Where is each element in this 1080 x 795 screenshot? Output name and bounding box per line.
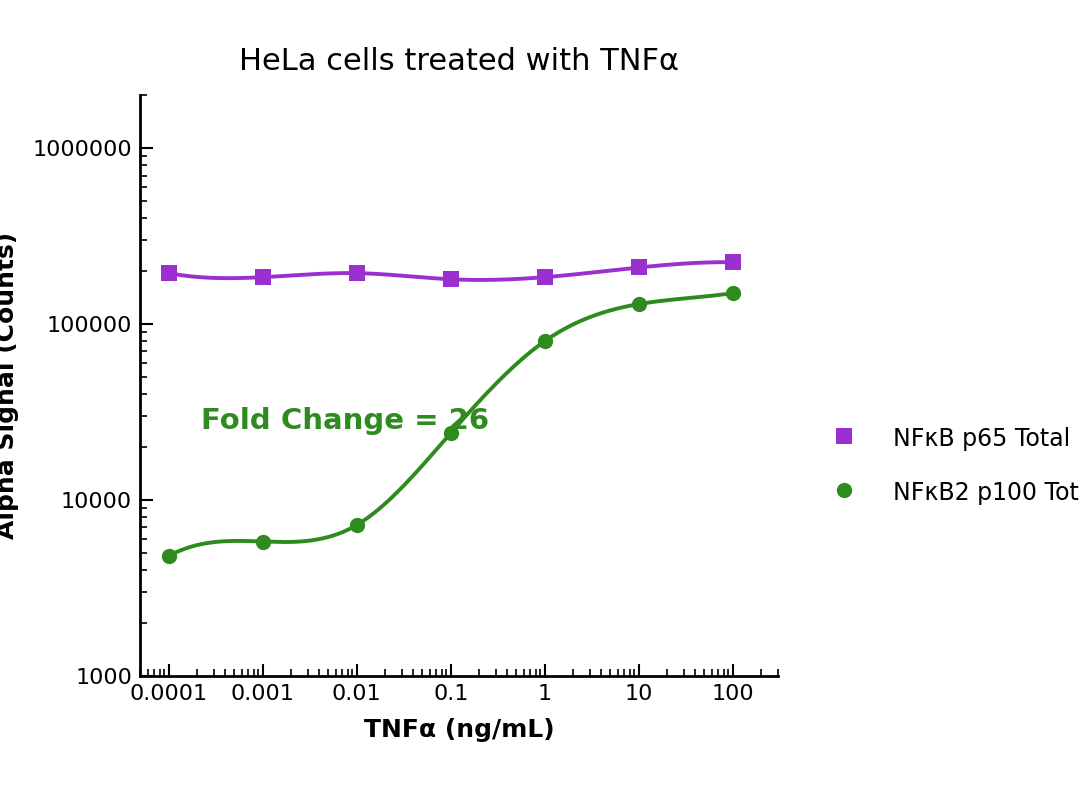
- NFκB2 p100 Total: [632, 300, 645, 309]
- Line: NFκB p65 Total: NFκB p65 Total: [161, 254, 741, 287]
- NFκB2 p100 Total: [726, 289, 739, 298]
- NFκB2 p100 Total: [256, 537, 269, 546]
- NFκB p65 Total: [632, 262, 645, 272]
- NFκB p65 Total: [726, 258, 739, 267]
- NFκB p65 Total: [350, 269, 363, 278]
- NFκB2 p100 Total: [350, 520, 363, 529]
- Line: NFκB2 p100 Total: NFκB2 p100 Total: [161, 285, 741, 564]
- Text: Fold Change = 26: Fold Change = 26: [201, 407, 489, 436]
- NFκB2 p100 Total: [538, 336, 551, 346]
- NFκB2 p100 Total: [444, 429, 457, 438]
- X-axis label: TNFα (ng/mL): TNFα (ng/mL): [364, 718, 554, 742]
- NFκB2 p100 Total: [162, 551, 175, 560]
- NFκB p65 Total: [444, 274, 457, 284]
- Title: HeLa cells treated with TNFα: HeLa cells treated with TNFα: [239, 48, 679, 76]
- NFκB p65 Total: [256, 273, 269, 282]
- Legend: NFκB p65 Total, NFκB2 p100 Total: NFκB p65 Total, NFκB2 p100 Total: [815, 426, 1080, 505]
- NFκB p65 Total: [538, 273, 551, 282]
- NFκB p65 Total: [162, 269, 175, 278]
- Y-axis label: Alpha Signal (Counts): Alpha Signal (Counts): [0, 232, 18, 539]
